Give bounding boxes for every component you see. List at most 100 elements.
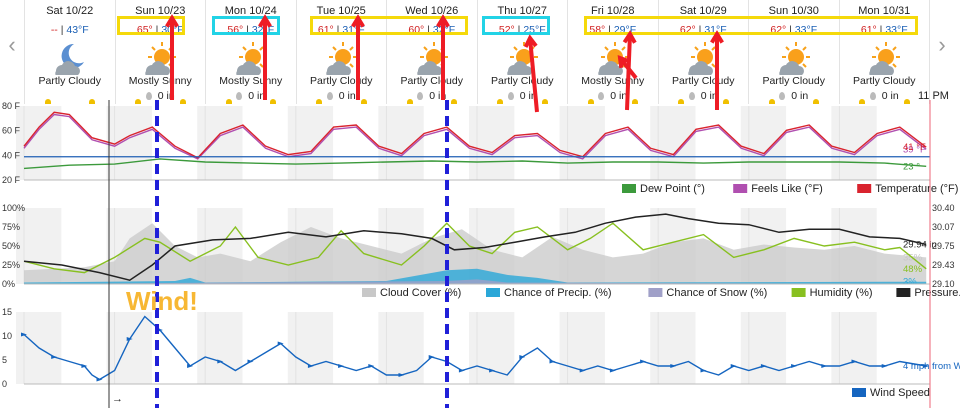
series-end-label: 4 mph from W — [903, 361, 960, 372]
night-band — [831, 106, 877, 180]
wind-direction-marker — [428, 355, 435, 359]
legend-swatch — [896, 288, 911, 297]
series-end-label: 39 °F — [903, 144, 926, 155]
wind-direction-marker — [398, 373, 405, 377]
day-condition: Partly Cloudy — [762, 75, 825, 87]
arrow-right-icon: → — [112, 393, 123, 405]
day-name: Tue 10/25 — [316, 5, 366, 17]
y-tick-label-right: 29.75 — [932, 241, 955, 251]
legend-label: Wind Speed — [870, 387, 930, 399]
wind-direction-marker — [923, 364, 930, 368]
sun-markers — [25, 98, 115, 104]
day-condition: Mostly Sunny — [581, 75, 645, 87]
series-end-label: 23 ° — [903, 161, 920, 172]
series-area — [24, 279, 927, 284]
raindrop-icon — [507, 92, 514, 100]
night-band — [469, 312, 515, 384]
wind-direction-marker — [458, 368, 465, 373]
night-band — [740, 312, 787, 384]
sun-markers — [568, 98, 658, 104]
day-column[interactable]: Sat 10/22 -- | 43°F Partly Cloudy — [24, 0, 116, 104]
raindrop-icon — [326, 92, 333, 100]
next-button[interactable]: › — [938, 32, 946, 57]
wind-direction-marker — [217, 359, 224, 364]
y-tick-label: 100% — [2, 203, 25, 213]
raindrop-icon — [779, 92, 786, 100]
sun-markers — [840, 98, 930, 104]
wind-direction-marker — [519, 355, 526, 359]
y-tick-label-right: 29.43 — [932, 260, 955, 270]
wind-direction-marker — [187, 364, 194, 368]
legend-swatch — [362, 288, 376, 297]
legend-label: Temperature (°F) — [875, 183, 958, 195]
night-band — [831, 312, 877, 384]
y-tick-label: 60 F — [2, 126, 21, 136]
night-band — [287, 312, 334, 384]
wind-direction-marker — [579, 368, 586, 373]
wind-direction-marker — [791, 364, 798, 368]
day-name: Sun 10/30 — [768, 5, 819, 17]
sun-cloud-icon — [593, 41, 633, 76]
wind-direction-marker — [670, 364, 677, 368]
y-tick-label: 25% — [2, 260, 20, 270]
night-band — [378, 312, 424, 384]
high-temp: -- — [50, 24, 58, 36]
raindrop-icon — [869, 92, 876, 100]
wind-direction-marker — [851, 359, 858, 364]
series-end-label: 3% — [903, 277, 917, 288]
wind-chart: 15 10 5 0 4 mph from W Wind Speed — [2, 307, 960, 399]
night-band — [197, 106, 243, 180]
legend-label: Cloud Cover (%) — [380, 287, 461, 299]
wind-direction-marker — [81, 364, 88, 368]
y-tick-label-right: 30.07 — [932, 222, 955, 232]
legend-swatch — [622, 184, 636, 193]
prev-button[interactable]: ‹ — [8, 32, 16, 57]
night-band — [559, 312, 605, 384]
legend-label: Humidity (%) — [810, 287, 873, 299]
wind-direction-marker — [96, 377, 103, 382]
low-temp: 43°F — [66, 24, 89, 36]
day-precip: 0 in — [206, 90, 296, 102]
legend-label: Feels Like (°F) — [751, 183, 823, 195]
y-tick-label-right: 29.10 — [932, 279, 955, 289]
highlight-box-sun — [117, 16, 185, 35]
wind-direction-marker — [338, 364, 345, 368]
series-end-label: 29.94 in — [903, 239, 937, 250]
y-tick-label: 75% — [2, 222, 20, 232]
sun-markers — [297, 98, 387, 104]
wind-direction-marker — [549, 359, 556, 364]
y-tick-label: 5 — [2, 355, 7, 365]
wind-direction-marker — [247, 359, 254, 364]
night-band — [650, 312, 696, 384]
wind-direction-marker — [821, 364, 828, 368]
series-end-label: 41 °F — [903, 142, 926, 153]
sun-cloud-icon — [774, 41, 814, 76]
night-band — [16, 106, 62, 180]
wind-direction-marker — [21, 332, 27, 337]
sun-cloud-icon — [231, 41, 271, 76]
wind-direction-marker — [640, 359, 647, 364]
y-tick-label: 40 F — [2, 150, 21, 160]
y-tick-label-right: 30.40 — [932, 203, 955, 213]
temperature-chart: 80 F 60 F 40 F 20 F 23 ° 39 °F41 °F Dew Point … — [2, 101, 958, 195]
legend-swatch — [857, 184, 872, 193]
series-line — [23, 222, 927, 274]
sun-cloud-icon — [321, 41, 361, 76]
night-band — [378, 106, 424, 180]
legend-label: Dew Point (°) — [640, 183, 705, 195]
sun-markers — [387, 98, 477, 104]
day-condition: Mostly Sunny — [128, 75, 192, 87]
day-condition: Partly Cloudy — [672, 75, 735, 87]
raindrop-icon — [688, 92, 695, 100]
sun-cloud-icon — [683, 41, 723, 76]
wind-direction-marker — [881, 364, 888, 368]
day-column[interactable]: Mon 10/24 56° | 32°F Mostly Sunny 0 in — [206, 0, 297, 104]
raindrop-icon — [417, 92, 424, 100]
highlight-box-thu — [482, 16, 550, 35]
y-tick-label: 0 — [2, 379, 7, 389]
y-tick-label: 20 F — [2, 175, 21, 185]
current-time-label: 11 PM — [918, 90, 949, 102]
night-band — [197, 312, 243, 384]
day-column[interactable]: Mon 10/31 61° | 33°F Partly Cloudy 0 in — [840, 0, 930, 104]
wind-direction-marker — [609, 368, 616, 373]
